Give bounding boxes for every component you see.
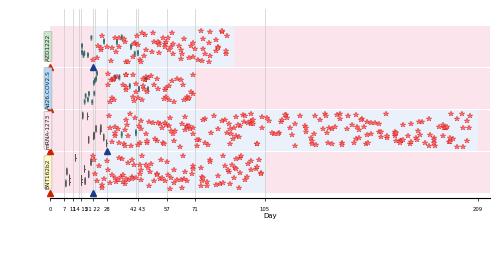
Bar — [50, 152, 490, 193]
Bar — [50, 27, 490, 68]
Bar — [93, 152, 265, 193]
Bar — [50, 69, 490, 109]
Bar — [93, 27, 234, 68]
Bar — [50, 110, 490, 151]
Text: AZD1222: AZD1222 — [46, 34, 51, 61]
X-axis label: Day: Day — [263, 212, 277, 218]
Bar — [108, 110, 478, 151]
Text: mRNA-1273: mRNA-1273 — [46, 113, 51, 148]
Bar — [108, 69, 196, 109]
Text: Ad26.COV2.S: Ad26.COV2.S — [46, 70, 51, 108]
Text: BNT162b2: BNT162b2 — [46, 157, 51, 188]
